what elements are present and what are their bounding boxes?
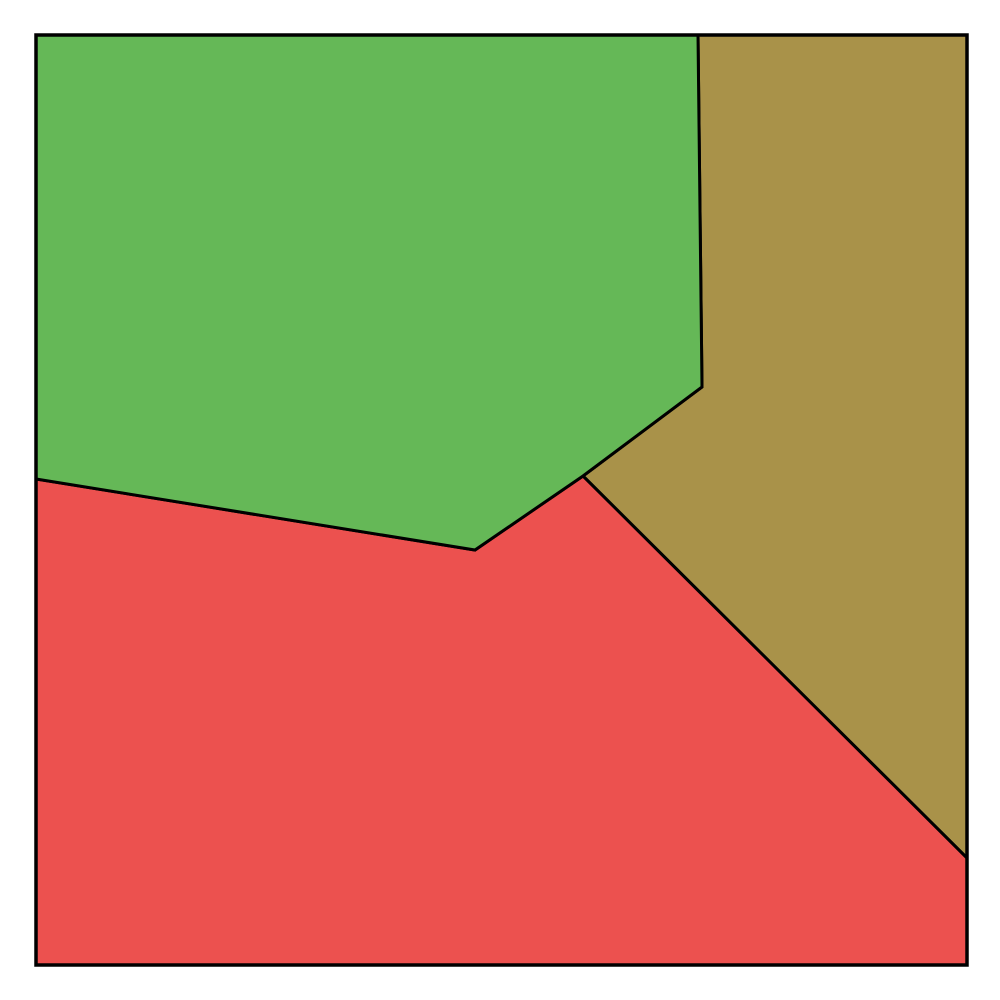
diagram-frame bbox=[34, 33, 969, 967]
